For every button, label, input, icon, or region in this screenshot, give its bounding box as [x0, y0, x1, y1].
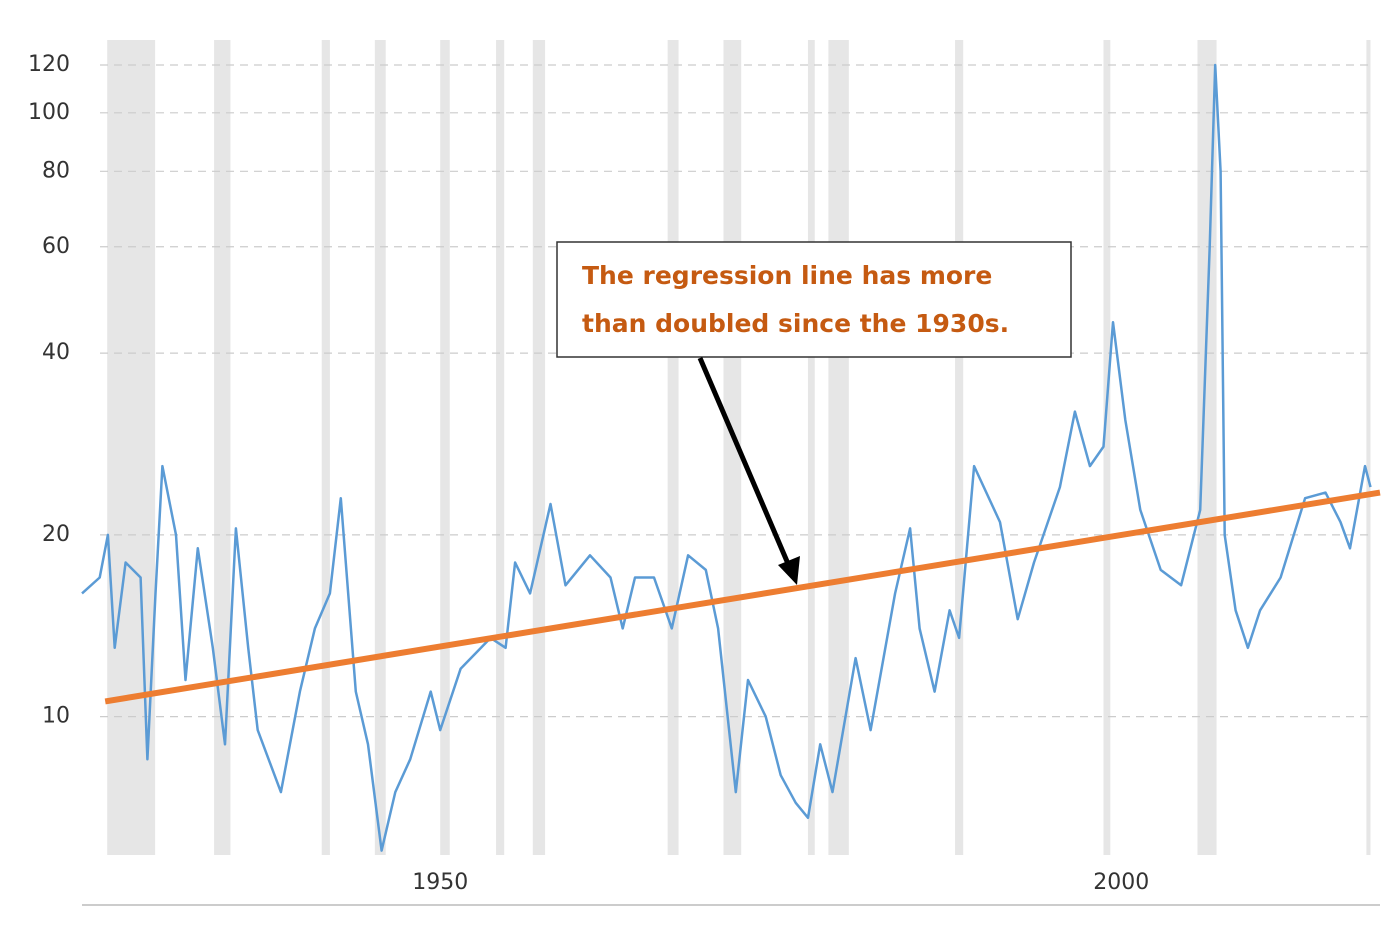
x-tick-label: 2000 [1093, 870, 1149, 895]
y-tick-label: 60 [42, 234, 70, 259]
recession-band [1197, 40, 1217, 855]
recession-band [440, 40, 450, 855]
recession-band [1103, 40, 1111, 855]
y-tick-label: 20 [42, 522, 70, 547]
recession-band [1366, 40, 1371, 855]
annotation-box [556, 241, 1072, 358]
recession-band [667, 40, 679, 855]
annotation-line: The regression line has more [582, 261, 992, 290]
recession-band [807, 40, 815, 855]
annotation-line: than doubled since the 1930s. [582, 309, 1009, 338]
recession-band [374, 40, 386, 855]
recession-band [828, 40, 849, 855]
recession-band [496, 40, 505, 855]
y-tick-label: 10 [42, 704, 70, 729]
y-tick-label: 80 [42, 158, 70, 183]
recession-band [214, 40, 231, 855]
x-tick-label: 1950 [412, 870, 468, 895]
recession-band [955, 40, 964, 855]
y-tick-label: 40 [42, 340, 70, 365]
y-tick-label: 100 [28, 100, 70, 125]
recession-band [321, 40, 330, 855]
y-tick-label: 120 [28, 52, 70, 77]
arrow-shaft [697, 357, 792, 567]
data-line [81, 63, 1372, 852]
recession-band [532, 40, 546, 855]
regression-line [104, 489, 1381, 705]
arrow-head [778, 556, 800, 585]
